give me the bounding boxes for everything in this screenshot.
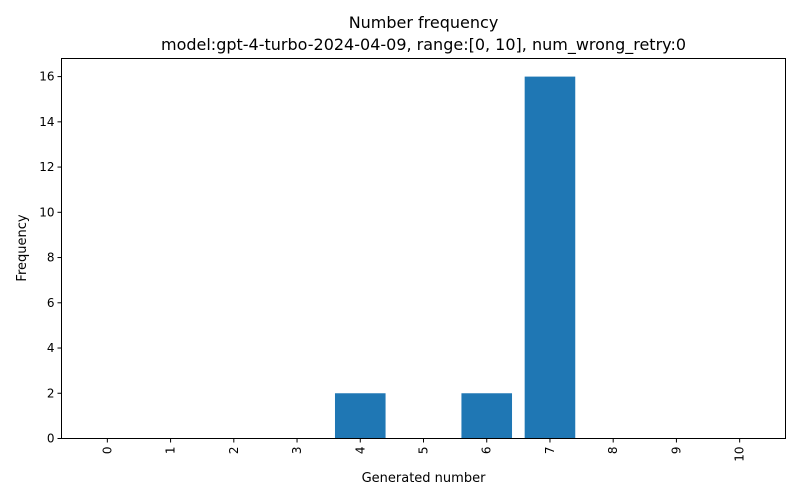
x-tick-label: 9 — [669, 447, 683, 455]
chart-subtitle: model:gpt-4-turbo-2024-04-09, range:[0, … — [161, 35, 686, 55]
y-tick-label: 12 — [39, 160, 54, 174]
bars-layer — [334, 76, 576, 439]
x-tick-label: 8 — [606, 447, 620, 455]
y-tick-label: 0 — [47, 432, 55, 446]
x-tick-label: 3 — [290, 447, 304, 455]
chart-title: Number frequency — [349, 13, 499, 32]
x-tick-label: 2 — [227, 447, 241, 455]
y-tick-label: 6 — [47, 296, 55, 310]
y-tick-label: 10 — [39, 205, 54, 219]
x-tick-label: 0 — [100, 447, 114, 455]
x-tick-label: 1 — [164, 447, 178, 455]
y-tick-label: 16 — [39, 70, 54, 84]
bar-7 — [524, 76, 576, 439]
x-tick-label: 5 — [417, 447, 431, 455]
x-axis-ticks: 0 1 2 3 4 5 6 7 8 9 10 — [100, 438, 747, 462]
x-tick-label: 4 — [353, 447, 367, 455]
y-tick-label: 4 — [47, 341, 55, 355]
y-tick-label: 14 — [39, 115, 54, 129]
plot-frame — [61, 58, 786, 439]
x-axis-label: Generated number — [362, 471, 486, 486]
y-tick-label: 2 — [47, 386, 55, 400]
bar-4 — [334, 393, 386, 439]
y-tick-label: 8 — [47, 251, 55, 265]
y-axis-ticks: 0 2 4 6 8 10 12 14 16 — [39, 70, 62, 446]
bar-6 — [461, 393, 513, 439]
x-tick-label: 10 — [733, 447, 747, 462]
x-tick-label: 6 — [480, 447, 494, 455]
x-tick-label: 7 — [543, 447, 557, 455]
y-axis-label: Frequency — [15, 214, 30, 281]
